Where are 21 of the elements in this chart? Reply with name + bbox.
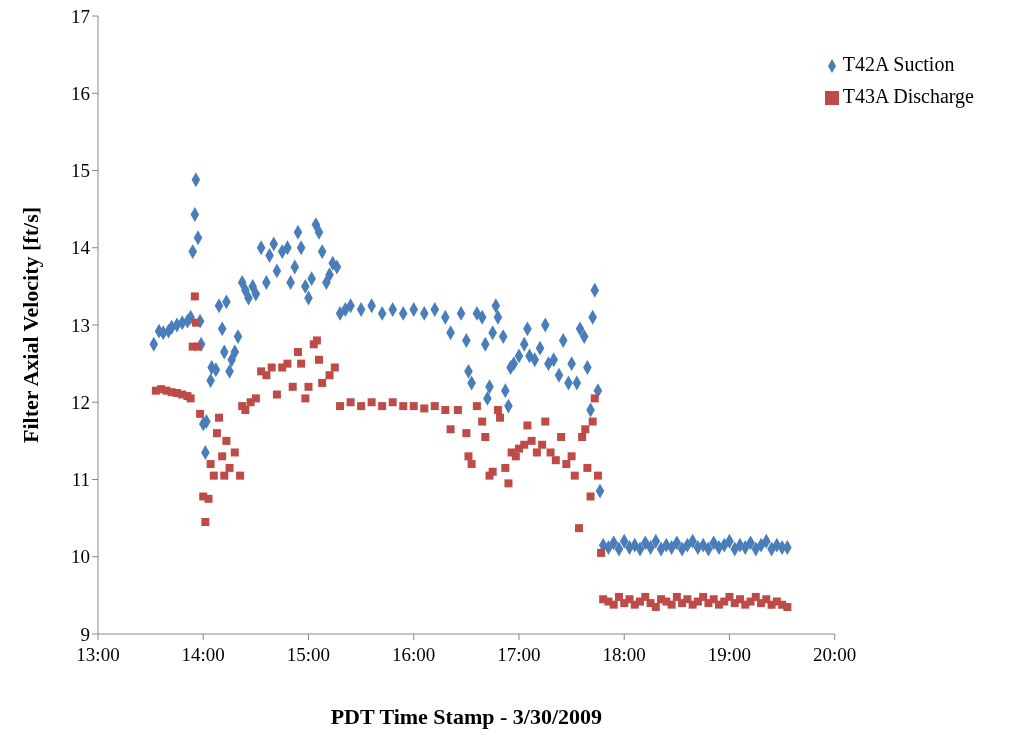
- y-tick-label: 10: [71, 546, 90, 568]
- legend-label: T43A Discharge: [842, 85, 974, 107]
- y-tick-label: 16: [71, 83, 90, 104]
- y-tick-label: 11: [71, 469, 90, 491]
- x-axis-title: PDT Time Stamp - 3/30/2009: [330, 704, 603, 729]
- y-tick-label: 12: [71, 391, 90, 413]
- x-tick-label: 17:00: [497, 644, 541, 666]
- y-tick-label: 13: [71, 314, 90, 336]
- y-tick-label: 17: [71, 5, 90, 27]
- legend-label: T42A Suction: [842, 53, 955, 75]
- x-tick-label: 13:00: [76, 644, 120, 666]
- x-tick-label: 14:00: [181, 644, 225, 666]
- x-tick-label: 20:00: [813, 644, 857, 666]
- x-tick-label: 16:00: [392, 644, 436, 666]
- y-axis-title: Filter Axial Velocity [ft/s]: [17, 206, 43, 444]
- y-tick-label: 14: [71, 237, 91, 259]
- y-tick-label: 15: [71, 160, 90, 182]
- y-tick-label: 9: [80, 623, 90, 645]
- x-tick-label: 15:00: [286, 644, 331, 666]
- x-tick-label: 19:00: [707, 644, 752, 666]
- x-tick-label: 18:00: [602, 644, 646, 666]
